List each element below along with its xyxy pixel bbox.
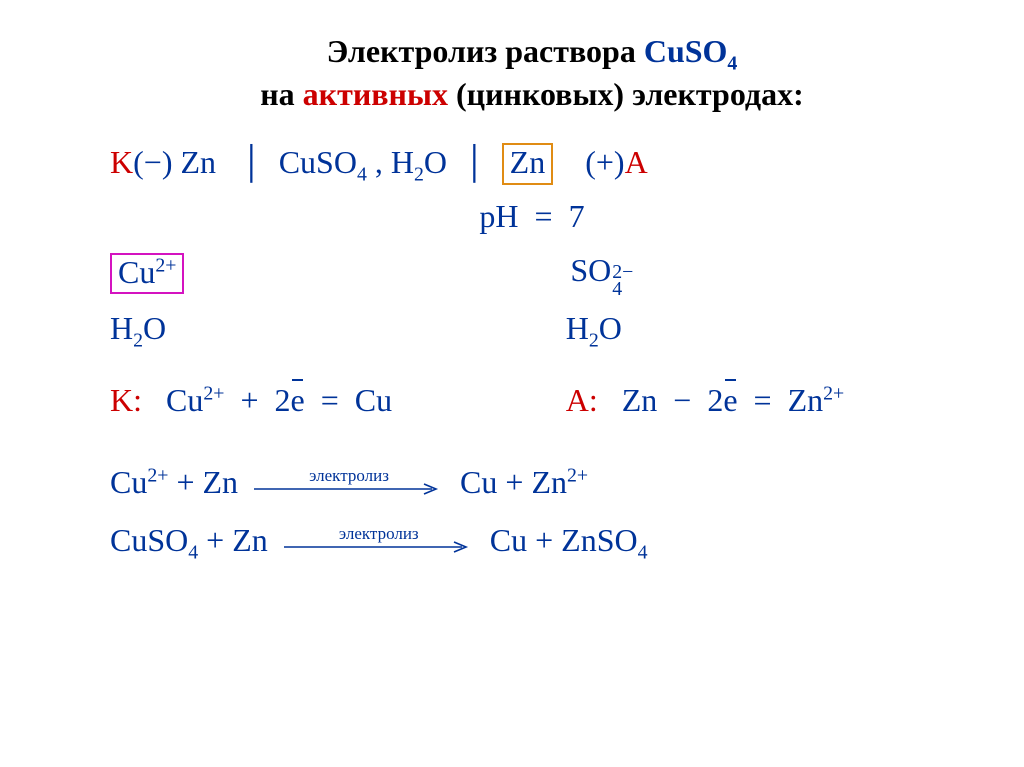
- so4-ion: SO2−4: [570, 252, 633, 288]
- title-line-1: Электролиз раствора СuSO4: [110, 30, 954, 73]
- cathode-rhs-cu: Cu: [355, 382, 392, 418]
- overall-ionic: Cu2+ + Zn электролиз Cu + Zn2+: [110, 458, 588, 506]
- cell-notation: K(−) Zn │ CuSO4 , H2O │ Zn (+)A: [110, 138, 648, 186]
- arrow-icon: [284, 540, 474, 554]
- title-formula: СuSO4: [644, 33, 738, 69]
- anode-sign: (+): [585, 144, 624, 180]
- anode-zn: Zn: [622, 382, 658, 418]
- anode-e: e: [723, 382, 737, 418]
- title-text-active: активных: [303, 76, 448, 112]
- ions-left-2: H2O: [110, 304, 566, 352]
- arrow-icon: [254, 482, 444, 496]
- anode-A: A: [625, 144, 648, 180]
- cell-h2o: H2O: [391, 144, 447, 180]
- cathode-lhs-cu: Cu2+: [166, 382, 224, 418]
- anode-half: A: Zn − 2e = Zn2+: [566, 376, 954, 424]
- cathode-half: K: Cu2+ + 2e = Cu: [110, 376, 566, 424]
- ions-right-2: H2O: [566, 304, 954, 352]
- ov2-znso4: ZnSO4: [561, 516, 647, 564]
- title-text-2a: на: [260, 76, 302, 112]
- cell-notation-row: K(−) Zn │ CuSO4 , H2O │ Zn (+)A: [110, 138, 954, 186]
- cell-bar-2: │: [463, 144, 486, 180]
- ov2-zn: Zn: [232, 516, 268, 564]
- ph-row: pH = 7: [110, 192, 954, 240]
- h2o-right: H2O: [566, 310, 622, 346]
- cell-zn-left: Zn: [180, 144, 216, 180]
- overall-ionic-row: Cu2+ + Zn электролиз Cu + Zn2+: [110, 458, 954, 506]
- cell-bar-1: │: [240, 144, 263, 180]
- cathode-e: e: [291, 382, 305, 418]
- overall-molecular: CuSO4 + Zn электролиз Cu + ZnSO4: [110, 516, 648, 564]
- half-reactions-row: K: Cu2+ + 2e = Cu A: Zn − 2e = Zn2+: [110, 376, 954, 424]
- cathode-K: K: [110, 144, 133, 180]
- zn-box: Zn: [502, 143, 554, 184]
- title-text-1a: Электролиз раствора: [327, 33, 644, 69]
- ions-left-1: Cu2+: [110, 248, 560, 296]
- cell-sep: ,: [367, 144, 391, 180]
- overall-molecular-row: CuSO4 + Zn электролиз Cu + ZnSO4: [110, 516, 954, 564]
- title-text-2c: (цинковых) электродах:: [448, 76, 804, 112]
- ov2-cu: Cu: [490, 516, 527, 564]
- cathode-label: K:: [110, 382, 142, 418]
- title-line-2: на активных (цинковых) электродах:: [110, 73, 954, 116]
- ov1-cu: Cu: [460, 458, 497, 506]
- ions-row-1: Cu2+ SO2−4: [110, 246, 954, 298]
- ions-right-1: SO2−4: [560, 246, 954, 298]
- anode-label: A:: [566, 382, 598, 418]
- cell-cuso4: CuSO4: [279, 144, 367, 180]
- arrow-1: электролиз: [254, 467, 444, 496]
- anode-zn2: Zn2+: [788, 382, 845, 418]
- cu2plus-box: Cu2+: [110, 253, 184, 294]
- ph-expr: pH = 7: [479, 192, 584, 240]
- cathode-sign: (−): [133, 144, 180, 180]
- ions-row-2: H2O H2O: [110, 304, 954, 352]
- h2o-left: H2O: [110, 310, 166, 346]
- slide-title: Электролиз раствора СuSO4 на активных (ц…: [110, 30, 954, 116]
- content: K(−) Zn │ CuSO4 , H2O │ Zn (+)A pH = 7: [110, 138, 954, 564]
- ov1-zn2plus: Zn2+: [531, 458, 588, 506]
- arrow-2: электролиз: [284, 525, 474, 554]
- ov1-cu2plus: Cu2+: [110, 458, 168, 506]
- ov2-cuso4: CuSO4: [110, 516, 198, 564]
- slide: Электролиз раствора СuSO4 на активных (ц…: [0, 0, 1024, 767]
- ov1-zn: Zn: [203, 458, 239, 506]
